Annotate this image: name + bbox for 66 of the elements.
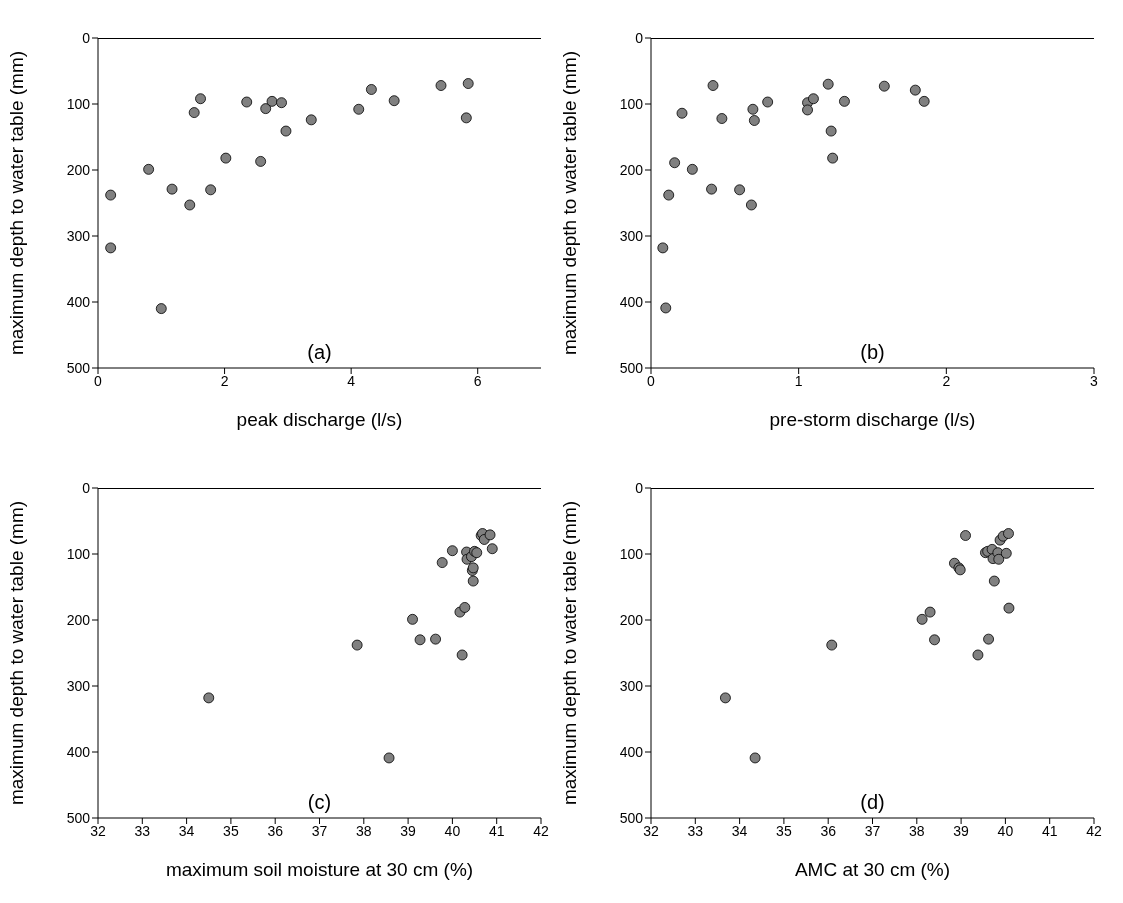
y-tick-label: 200 [66,611,91,628]
y-tick-label: 0 [82,29,91,46]
y-tick-label: 300 [619,227,644,244]
y-tick-label: 500 [619,809,644,826]
x-tick-label: 38 [909,822,925,839]
x-tick-label: 42 [1086,822,1102,839]
y-tick-label: 300 [619,677,644,694]
x-tick-label: 42 [533,822,549,839]
y-axis-title: maximum depth to water table (mm) [5,500,27,806]
x-tick-label: 40 [444,822,461,839]
x-tick-label: 2 [942,372,951,389]
y-axis-title: maximum depth to water table (mm) [558,500,580,806]
y-tick-label: 0 [635,479,644,496]
annotation: (b) [859,341,886,364]
y-tick-label: 200 [66,161,91,178]
x-tick-label: 4 [347,372,356,389]
x-tick-label: 36 [267,822,284,839]
y-tick-label: 300 [66,227,91,244]
x-tick-label: 37 [864,822,881,839]
y-tick-label: 300 [66,677,91,694]
x-tick-label: 0 [94,372,103,389]
x-axis-title: AMC at 30 cm (%) [794,859,951,880]
y-tick-label: 200 [619,611,644,628]
x-axis-title: maximum soil moisture at 30 cm (%) [165,859,474,880]
x-tick-label: 2 [220,372,229,389]
x-tick-label: 40 [997,822,1014,839]
x-tick-label: 1 [794,372,803,389]
y-tick-label: 500 [66,359,91,376]
x-tick-label: 6 [473,372,482,389]
x-tick-label: 33 [134,822,151,839]
y-axis-title: maximum depth to water table (mm) [558,50,580,356]
x-tick-label: 32 [90,822,106,839]
x-axis-title: pre-storm discharge (l/s) [769,409,976,430]
x-tick-label: 41 [1041,822,1058,839]
annotation: (c) [306,791,333,814]
x-tick-label: 36 [820,822,837,839]
y-tick-label: 200 [619,161,644,178]
y-tick-label: 500 [619,359,644,376]
x-tick-label: 37 [311,822,328,839]
y-tick-label: 100 [66,95,91,112]
y-tick-label: 400 [66,293,91,310]
y-tick-label: 0 [635,29,644,46]
y-tick-label: 500 [66,809,91,826]
y-tick-label: 100 [619,545,644,562]
x-tick-label: 39 [400,822,417,839]
x-tick-label: 35 [223,822,239,839]
y-axis-title: maximum depth to water table (mm) [5,50,27,356]
x-axis-title: peak discharge (l/s) [236,409,403,430]
annotation: (a) [306,341,333,364]
x-tick-label: 33 [687,822,704,839]
x-tick-label: 39 [953,822,970,839]
x-tick-label: 32 [643,822,659,839]
y-tick-label: 400 [619,743,644,760]
y-tick-label: 400 [66,743,91,760]
y-tick-label: 0 [82,479,91,496]
x-tick-label: 0 [647,372,656,389]
annotation: (d) [859,791,886,814]
x-tick-label: 34 [731,822,748,839]
x-tick-label: 3 [1090,372,1099,389]
y-tick-label: 100 [66,545,91,562]
x-tick-label: 34 [178,822,195,839]
x-tick-label: 35 [776,822,792,839]
y-tick-label: 100 [619,95,644,112]
x-tick-label: 41 [488,822,505,839]
y-tick-label: 400 [619,293,644,310]
x-tick-label: 38 [356,822,372,839]
